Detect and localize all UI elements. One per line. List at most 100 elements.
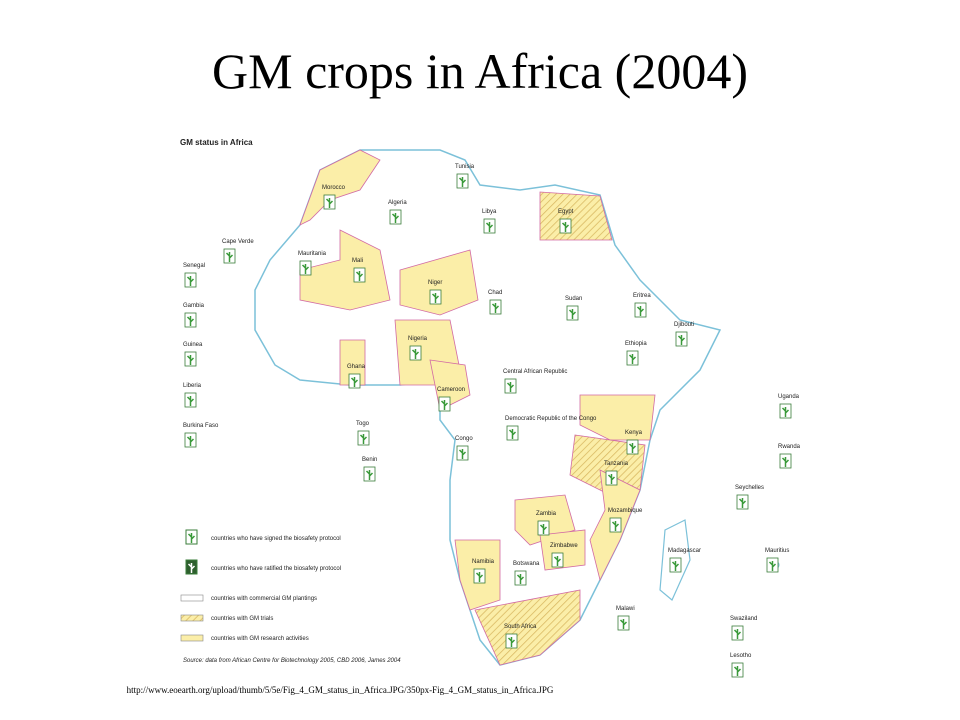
image-url: http://www.eoearth.org/upload/thumb/5/5e… [127, 685, 554, 695]
legend-label: countries who have signed the biosafety … [211, 536, 341, 542]
country-labels: Tunisia Morocco Algeria Libya Egypt Cape Verd… [183, 164, 801, 678]
country-label: Mauritania [298, 251, 327, 257]
status-icon [626, 350, 639, 366]
country-label: Benin [362, 457, 377, 463]
status-icon [566, 305, 579, 321]
status-icon [184, 351, 197, 367]
legend: countries who have signed the biosafety … [180, 529, 341, 642]
country-label: Malawi [616, 606, 635, 612]
icon-plant [508, 429, 517, 439]
icon-plant [733, 666, 742, 676]
status-icon [506, 425, 519, 441]
country-label: Morocco [322, 185, 346, 191]
country-label: Zimbabwe [550, 543, 578, 549]
status-icon [731, 662, 744, 678]
status-icon [605, 470, 618, 486]
icon-plant [516, 574, 525, 584]
map-source: Source: data from African Centre for Bio… [183, 658, 401, 664]
icon-plant [539, 524, 548, 534]
icon-plant [355, 271, 364, 281]
icon-plant [781, 407, 790, 417]
icon-plant [186, 355, 195, 365]
status-icon [551, 552, 564, 568]
legend-swatch [180, 614, 204, 622]
country-label: Libya [482, 209, 497, 215]
country-label: Chad [488, 290, 502, 296]
status-icon [184, 432, 197, 448]
icon-plant [611, 521, 620, 531]
country-label: Algeria [388, 200, 407, 206]
status-icon [736, 494, 749, 510]
country-label: Liberia [183, 383, 202, 389]
status-icon [456, 445, 469, 461]
country-label: Seychelles [735, 485, 764, 491]
icon-plant [411, 349, 420, 359]
country-label: Mozambique [608, 508, 643, 514]
status-icon [429, 289, 442, 305]
icon-plant [186, 436, 195, 446]
country-label: Senegal [183, 263, 205, 269]
icon-plant [568, 309, 577, 319]
country-label: Lesotho [730, 653, 752, 659]
icon-plant [733, 629, 742, 639]
status-icon [483, 218, 496, 234]
country-label: Sudan [565, 296, 582, 302]
country-label: Ghana [347, 364, 366, 370]
legend-label: countries with GM trials [211, 616, 273, 622]
icon-plant [561, 222, 570, 232]
country-label: Mauritius [765, 548, 789, 554]
icon-plant [186, 316, 195, 326]
status-icon [559, 218, 572, 234]
map-title: GM status in Africa [180, 138, 253, 147]
status-icon [505, 633, 518, 649]
icon-plant [365, 470, 374, 480]
icon-plant [431, 293, 440, 303]
status-icon [348, 373, 361, 389]
country-label: Ethiopia [625, 341, 647, 347]
status-icon [779, 453, 792, 469]
status-icon [363, 466, 376, 482]
icon-plant [440, 400, 449, 410]
country-label: Gambia [183, 303, 205, 309]
status-icon [537, 520, 550, 536]
status-icon [389, 209, 402, 225]
icon-plant [186, 396, 195, 406]
icon-plant [781, 457, 790, 467]
legend-label: countries who have ratified the biosafet… [211, 566, 341, 572]
status-icon [357, 430, 370, 446]
country-label: Eritrea [633, 293, 651, 299]
country-label: Congo [455, 436, 473, 442]
icon-plant [628, 443, 637, 453]
icon-plant [738, 498, 747, 508]
icon-plant [768, 561, 777, 571]
status-icon [489, 299, 502, 315]
icon-plant [677, 335, 686, 345]
legend-label: countries with GM research activities [211, 636, 309, 642]
status-icon [669, 557, 682, 573]
legend-label: countries with commercial GM plantings [211, 596, 317, 602]
icon-plant [475, 572, 484, 582]
status-icon [626, 439, 639, 455]
map: GM status in Africa Tunisia Morocco Algeri… [175, 125, 801, 678]
status-icon [184, 312, 197, 328]
status-icon [456, 173, 469, 189]
country-label: Egypt [558, 209, 574, 215]
icon-plant [458, 449, 467, 459]
icon-plant [607, 474, 616, 484]
status-icon [514, 570, 527, 586]
icon-plant [325, 198, 334, 208]
icon-plant [485, 222, 494, 232]
status-icon [675, 331, 688, 347]
icon-plant [507, 637, 516, 647]
icon-plant [491, 303, 500, 313]
icon-plant [391, 213, 400, 223]
status-icon [617, 615, 630, 631]
icon-plant [506, 382, 515, 392]
icon-plant [553, 556, 562, 566]
status-icon [766, 557, 779, 573]
country-label: Democratic Republic of the Congo [505, 416, 597, 422]
country-label: Swaziland [730, 616, 757, 622]
status-icon [609, 517, 622, 533]
status-icon [299, 260, 312, 276]
